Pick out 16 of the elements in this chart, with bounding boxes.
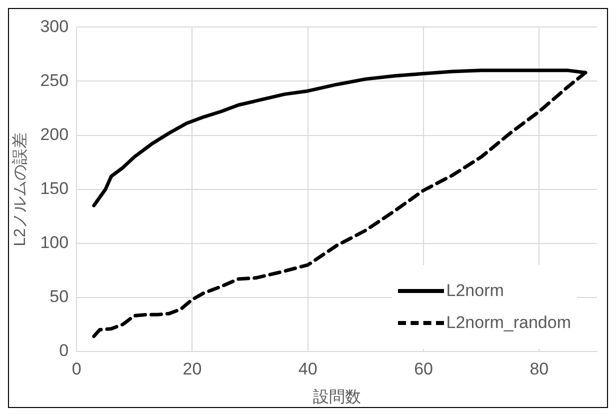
- x-axis-title: 設問数: [312, 388, 361, 406]
- y-tick-label: 150: [40, 178, 69, 198]
- y-tick-label: 200: [40, 124, 69, 144]
- x-tick-label: 80: [530, 359, 549, 378]
- legend-label: L2norm: [446, 281, 504, 301]
- legend-label: L2norm_random: [446, 313, 571, 333]
- y-tick-label: 300: [40, 16, 69, 36]
- x-tick-label: 0: [72, 359, 82, 378]
- y-tick-label: 250: [40, 70, 69, 90]
- y-tick-label: 100: [40, 233, 69, 252]
- x-tick-label: 20: [182, 359, 202, 378]
- y-tick-label: 0: [59, 341, 69, 360]
- y-tick-label: 50: [50, 287, 69, 306]
- x-tick-label: 40: [298, 359, 318, 378]
- x-tick-label: 60: [414, 359, 433, 378]
- y-axis-title: L2ノルムの誤差: [11, 132, 30, 246]
